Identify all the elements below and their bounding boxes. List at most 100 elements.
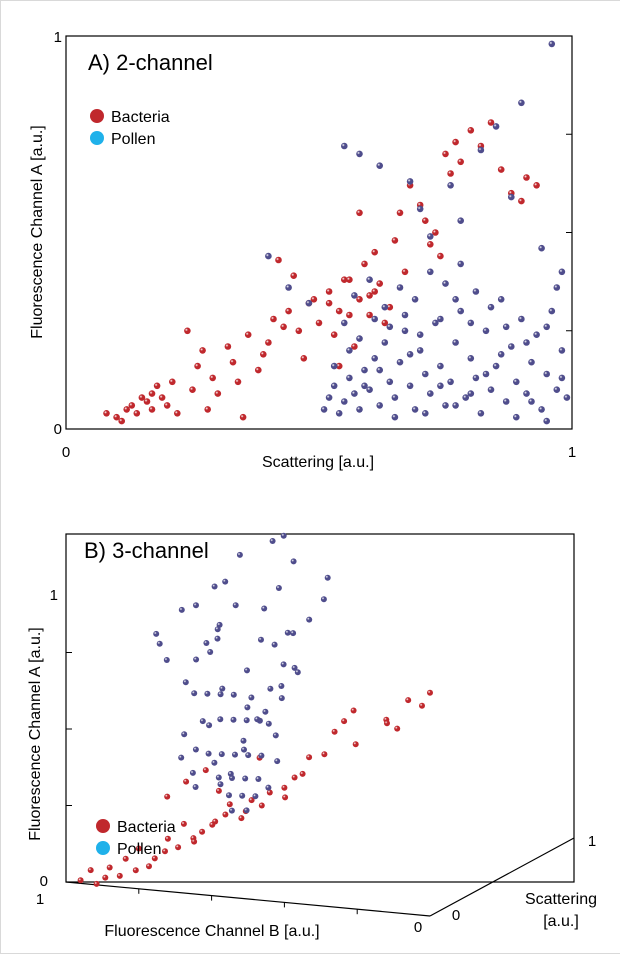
chart-a-point-bacteria: [244, 331, 252, 339]
chart-b-point-bacteria: [122, 855, 129, 862]
chart-b-point-bacteria: [291, 774, 298, 781]
chart-a-point-pollen: [427, 390, 434, 397]
chart-b-point-bacteria: [226, 801, 233, 808]
chart-b-point-pollen: [242, 775, 249, 782]
chart-b-point-pollen: [252, 793, 259, 800]
chart-a-point-bacteria: [366, 311, 373, 319]
chart-b-point-pollen: [280, 661, 287, 668]
chart-a-point-pollen: [396, 358, 404, 366]
chart-a-point-bacteria: [422, 217, 429, 224]
chart-b-point-bacteria: [164, 835, 171, 842]
chart-b-point-pollen: [248, 694, 255, 701]
chart-a-point-bacteria: [523, 174, 530, 181]
legend-b-pollen-label: Pollen: [117, 841, 161, 858]
chart-a-point-pollen: [508, 343, 515, 350]
chart-b-point-pollen: [193, 656, 200, 663]
chart-a-point-bacteria: [432, 229, 439, 236]
chart-a-point-pollen: [406, 178, 414, 185]
chart-a-point-bacteria: [128, 402, 136, 409]
chart-a-point-pollen: [356, 406, 363, 413]
chart-a-point-pollen: [406, 351, 414, 358]
chart-a-point-bacteria: [497, 166, 505, 173]
chart-b-point-bacteria: [116, 872, 123, 879]
chart-b-point-bacteria: [299, 770, 306, 777]
chart-a-point-pollen: [538, 406, 545, 413]
chart-b-point-bacteria: [151, 855, 158, 862]
chart-b-point-pollen: [255, 776, 262, 782]
chart-b-point-pollen: [275, 585, 282, 591]
chart-a-point-pollen: [371, 315, 379, 323]
chart-b-left-floor-tick-0: 0: [414, 919, 422, 936]
chart-b-vertical-label: Fluorescence Channel A [a.u.]: [27, 627, 44, 840]
chart-b-point-pollen: [217, 781, 224, 788]
chart-a-point-pollen: [422, 370, 429, 378]
chart-a-point-bacteria: [452, 138, 459, 146]
chart-b-point-pollen: [215, 774, 222, 781]
chart-a-point-pollen: [502, 398, 510, 405]
chart-b-point-pollen: [239, 792, 246, 799]
chart-b-point-pollen: [232, 602, 239, 609]
chart-b-point-pollen: [211, 759, 218, 766]
chart-b-point-pollen: [240, 737, 247, 744]
chart-a-point-pollen: [406, 382, 414, 390]
chart-a-xtick-0: 0: [62, 444, 70, 461]
chart-a-point-pollen: [563, 394, 571, 401]
chart-b-point-bacteria: [306, 754, 313, 761]
chart-b-point-pollen: [207, 649, 214, 655]
chart-b-point-pollen: [261, 605, 268, 612]
chart-b-point-pollen: [258, 636, 264, 643]
chart-a-ticks: [566, 35, 572, 332]
legend-b-bacteria-marker: [96, 819, 110, 833]
chart-a-point-pollen: [401, 311, 409, 319]
chart-b-point-pollen: [324, 574, 331, 581]
chart-b-point-bacteria: [106, 864, 113, 871]
chart-a-point-pollen: [376, 402, 384, 409]
legend-b-bacteria-label: Bacteria: [117, 819, 176, 836]
chart-b-point-pollen: [271, 641, 278, 648]
chart-b-point-pollen: [163, 657, 170, 663]
chart-a-point-bacteria: [174, 410, 181, 417]
chart-a-point-bacteria: [270, 315, 277, 323]
chart-a-point-pollen: [533, 331, 540, 339]
chart-b-point-pollen: [244, 667, 250, 674]
chart-a-point-pollen: [543, 323, 550, 331]
chart-a-point-bacteria: [189, 386, 196, 394]
chart-b-left-floor-label: Fluorescence Channel B [a.u.]: [104, 923, 319, 940]
chart-b-right-floor-tick-0: 0: [452, 907, 460, 924]
chart-b-point-pollen: [214, 635, 221, 642]
chart-a-point-pollen: [538, 244, 545, 252]
chart-a-point-pollen: [356, 150, 363, 158]
chart-b-right-floor-label-line2: [a.u.]: [543, 913, 579, 930]
chart-a-point-bacteria: [356, 209, 363, 217]
chart-b-point-bacteria: [281, 784, 288, 791]
chart-a-point-pollen: [437, 362, 444, 370]
chart-a-point-pollen: [386, 323, 394, 331]
chart-b-point-bacteria: [419, 702, 425, 709]
chart-a-ytick-1: 1: [54, 29, 62, 46]
chart-b-point-pollen: [243, 807, 250, 814]
chart-a-point-pollen: [376, 162, 384, 169]
chart-a-point-pollen: [497, 351, 505, 358]
chart-a-point-pollen: [487, 386, 495, 394]
chart-b-point-pollen: [245, 752, 252, 759]
chart-a-point-pollen: [492, 123, 500, 130]
chart-b-point-pollen: [191, 690, 198, 697]
chart-a-point-bacteria: [487, 119, 495, 126]
chart-a-point-pollen: [457, 260, 465, 268]
chart-b-point-pollen: [269, 538, 276, 544]
chart-b-point-pollen: [182, 679, 189, 686]
chart-a-point-pollen: [508, 193, 515, 201]
chart-b-point-bacteria: [222, 811, 229, 818]
chart-b-title: B) 3-channel: [84, 538, 209, 563]
legend-a-pollen-marker: [90, 131, 104, 145]
chart-b-point-bacteria: [164, 793, 171, 800]
chart-a-points: [103, 40, 571, 425]
chart-a-point-pollen: [543, 370, 550, 378]
chart-b-point-bacteria: [102, 874, 109, 881]
chart-a-point-bacteria: [133, 410, 141, 417]
chart-a-point-bacteria: [330, 331, 338, 339]
chart-b-ticks: [66, 652, 358, 915]
chart-a-point-bacteria: [467, 127, 475, 134]
chart-a-point-bacteria: [103, 410, 110, 417]
chart-b-point-pollen: [222, 578, 229, 585]
